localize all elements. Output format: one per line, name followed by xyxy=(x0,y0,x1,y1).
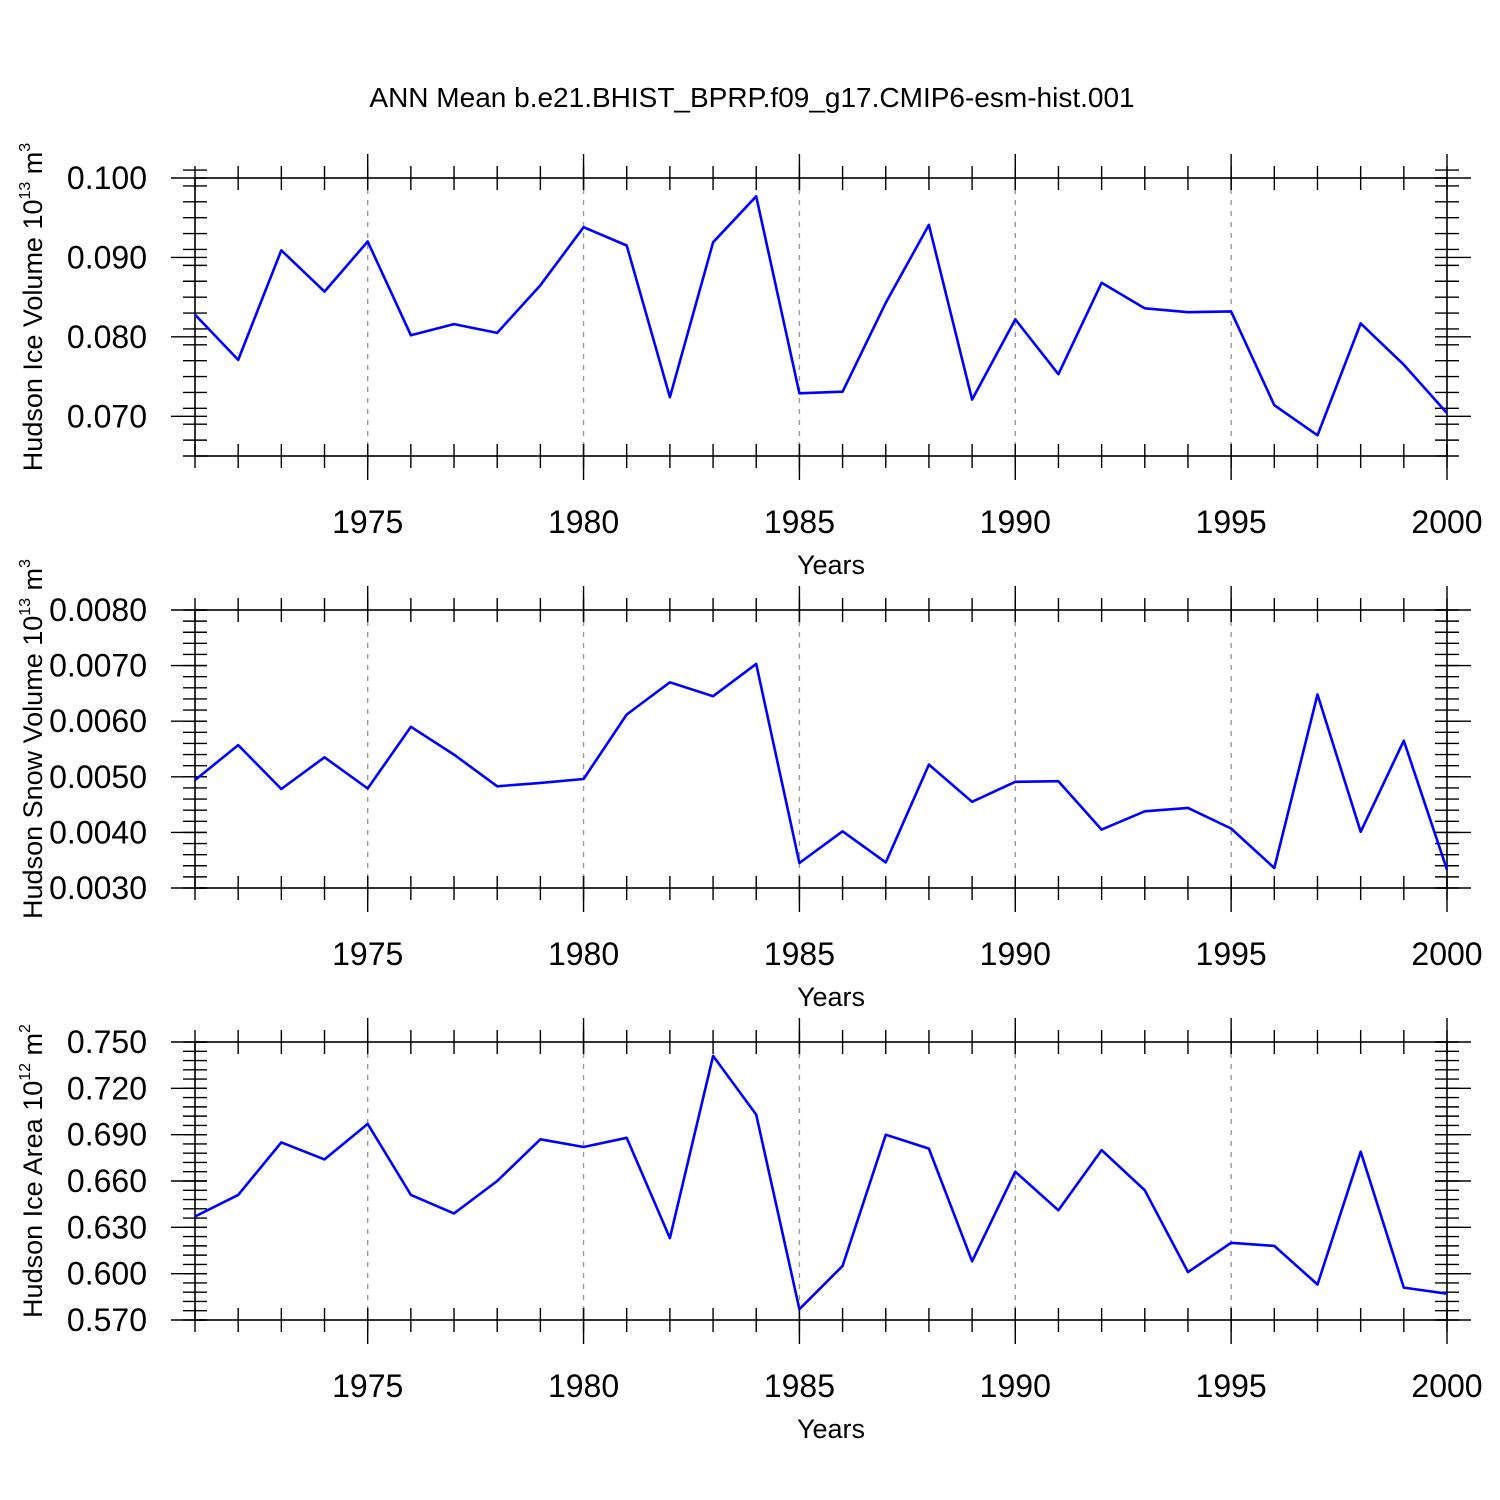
x-tick-label: 2000 xyxy=(1411,936,1482,972)
x-tick-label: 1975 xyxy=(332,936,403,972)
series-line xyxy=(194,662,1449,871)
y-tick-label: 0.0080 xyxy=(49,592,147,628)
y-tick-label: 0.0050 xyxy=(49,759,147,795)
y-axis-title-unit: m xyxy=(18,1033,48,1063)
x-tick-label: 1990 xyxy=(980,504,1051,540)
y-tick-label: 0.090 xyxy=(67,239,147,275)
x-tick-label: 1985 xyxy=(764,936,835,972)
y-tick-label: 0.0060 xyxy=(49,703,147,739)
plot-frame xyxy=(194,177,1448,457)
y-axis-title-exponent: 12 xyxy=(17,1063,34,1081)
x-tick-label: 1980 xyxy=(548,504,619,540)
chart-panel-3: 1975 1980 1985 1990 1995 2000 0.570 0.600 0.630 0… xyxy=(17,1018,1483,1444)
x-tick-label: 1985 xyxy=(764,504,835,540)
plot-frame xyxy=(194,1041,1448,1321)
y-tick-label: 0.0040 xyxy=(49,814,147,850)
x-tick-label: 1980 xyxy=(548,936,619,972)
x-tick-label: 1985 xyxy=(764,1368,835,1404)
y-axis-title-unit: m xyxy=(18,568,48,598)
y-tick-label: 0.570 xyxy=(67,1302,147,1338)
y-tick-label: 0.0030 xyxy=(49,870,147,906)
series-line xyxy=(194,195,1448,437)
y-tick-label: 0.690 xyxy=(67,1117,147,1153)
y-tick-label: 0.080 xyxy=(67,319,147,355)
y-tick-label: 0.720 xyxy=(67,1070,147,1106)
y-tick-label: 0.750 xyxy=(67,1024,147,1060)
y-axis-title-exponent: 13 xyxy=(17,598,34,616)
y-tick-label: 0.100 xyxy=(67,160,147,196)
chart-panel-2: 1975 1980 1985 1990 1995 2000 0.0030 0.0040 0.00… xyxy=(17,559,1483,1012)
x-tick-label: 1980 xyxy=(548,1368,619,1404)
series-line xyxy=(194,1054,1448,1311)
y-axis-title-exponent: 13 xyxy=(17,182,34,200)
x-axis-title: Years xyxy=(797,1414,865,1444)
x-tick-label: 1990 xyxy=(980,936,1051,972)
y-axis-title-unit-exponent: 3 xyxy=(17,143,34,152)
y-axis-title-text: Hudson Ice Volume 10 xyxy=(18,200,48,472)
x-tick-label: 1975 xyxy=(332,504,403,540)
y-axis-title-unit-exponent: 3 xyxy=(17,559,34,568)
y-tick-label: 0.070 xyxy=(67,398,147,434)
y-axis-title: Hudson Ice Volume 1013 m3 xyxy=(17,143,48,471)
plot-frame xyxy=(194,609,1448,889)
y-axis-title-text: Hudson Snow Volume 10 xyxy=(18,616,48,919)
x-tick-label: 1975 xyxy=(332,1368,403,1404)
y-axis-title-unit-exponent: 2 xyxy=(17,1024,34,1033)
panels: 1975 1980 1985 1990 1995 2000 0.070 0.080 0.090 0… xyxy=(17,143,1483,1444)
y-tick-label: 0.660 xyxy=(67,1163,147,1199)
chart-title: ANN Mean b.e21.BHIST_BPRP.f09_g17.CMIP6-… xyxy=(369,82,1134,113)
x-tick-label: 2000 xyxy=(1411,1368,1482,1404)
x-tick-label: 1995 xyxy=(1196,1368,1267,1404)
y-axis-title-text: Hudson Ice Area 10 xyxy=(18,1081,48,1318)
x-tick-label: 2000 xyxy=(1411,504,1482,540)
x-tick-label: 1990 xyxy=(980,1368,1051,1404)
x-axis-title: Years xyxy=(797,550,865,580)
x-tick-label: 1995 xyxy=(1196,936,1267,972)
x-axis-title: Years xyxy=(797,982,865,1012)
y-axis-title: Hudson Ice Area 1012 m2 xyxy=(17,1024,48,1318)
y-tick-label: 0.600 xyxy=(67,1256,147,1292)
y-tick-label: 0.0070 xyxy=(49,648,147,684)
y-tick-label: 0.630 xyxy=(67,1209,147,1245)
y-axis-title: Hudson Snow Volume 1013 m3 xyxy=(17,559,48,919)
y-axis-title-unit: m xyxy=(18,152,48,182)
chart-panel-1: 1975 1980 1985 1990 1995 2000 0.070 0.080 0.090 0… xyxy=(17,143,1483,580)
x-tick-label: 1995 xyxy=(1196,504,1267,540)
